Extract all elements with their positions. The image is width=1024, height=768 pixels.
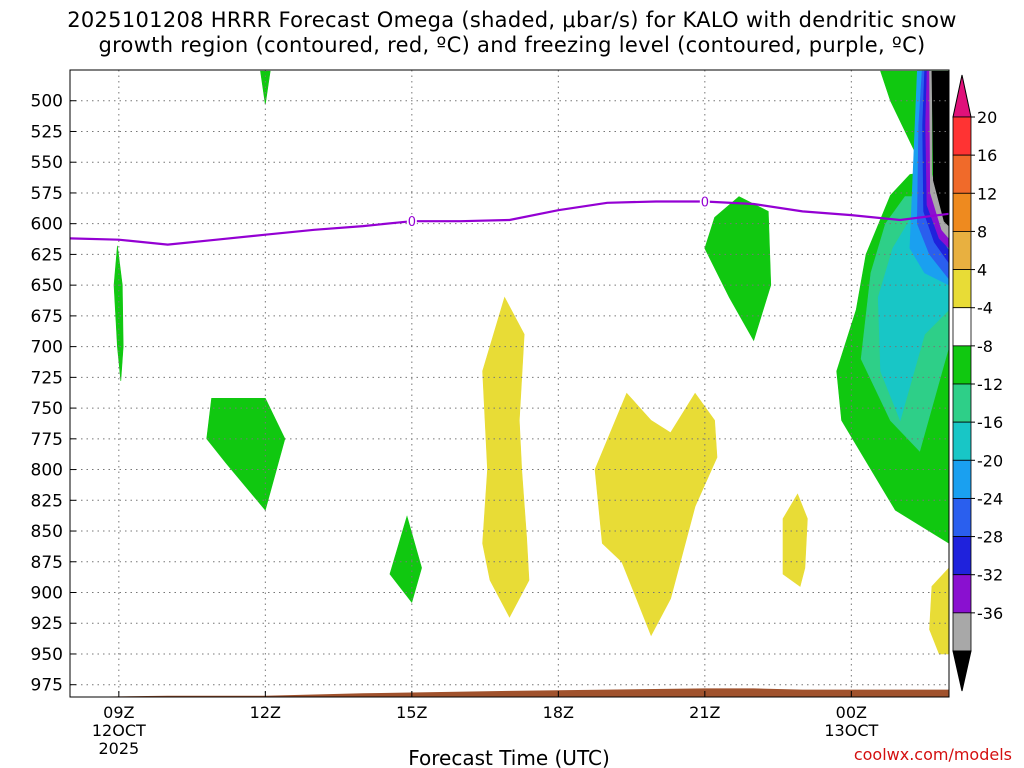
x-tick-date: 12OCT bbox=[92, 721, 146, 740]
x-tick-label: 09Z bbox=[103, 703, 134, 722]
y-tick-label: 500 bbox=[31, 92, 63, 112]
freezing-level-label: 0 bbox=[408, 215, 416, 230]
y-tick-label: 825 bbox=[31, 491, 63, 511]
y-tick-label: 525 bbox=[31, 122, 63, 142]
omega-region-14 bbox=[482, 296, 530, 618]
x-tick-label: 21Z bbox=[689, 703, 720, 722]
freezing-level-line bbox=[70, 200, 949, 246]
watermark-text: coolwx.com/models bbox=[854, 745, 1012, 764]
omega-region-12 bbox=[929, 70, 949, 239]
y-tick-label: 900 bbox=[31, 584, 63, 604]
colorbar-label: -20 bbox=[977, 451, 1003, 470]
terrain-fill bbox=[70, 688, 949, 697]
omega-region-3 bbox=[389, 515, 422, 603]
y-tick-label: 775 bbox=[31, 430, 63, 450]
colorbar-swatch bbox=[952, 574, 972, 614]
y-tick-label: 850 bbox=[31, 522, 63, 542]
y-tick-label: 950 bbox=[31, 645, 63, 665]
omega-region-2 bbox=[206, 397, 286, 511]
colorbar: 20 16 12 8 4 -4 -8 -12 -16 -20 -24 -28 -32 -36 bbox=[952, 74, 1003, 692]
colorbar-label: -8 bbox=[977, 337, 993, 356]
colorbar-swatch bbox=[952, 459, 972, 499]
freezing-level-label: 0 bbox=[701, 196, 709, 211]
colorbar-swatch bbox=[952, 383, 972, 423]
terrain-layer bbox=[70, 688, 949, 697]
colorbar-top-arrow bbox=[952, 74, 972, 118]
colorbar-label: 16 bbox=[977, 146, 997, 165]
y-tick-label: 625 bbox=[31, 245, 63, 265]
omega-region-16 bbox=[782, 493, 808, 587]
x-tick-label: 00Z bbox=[836, 703, 867, 722]
y-tick-label: 650 bbox=[31, 276, 63, 296]
colorbar-label: -32 bbox=[977, 566, 1003, 585]
colorbar-swatch bbox=[952, 536, 972, 576]
y-tick-label: 975 bbox=[31, 676, 63, 696]
y-tick-label: 750 bbox=[31, 399, 63, 419]
freezing-label-bg bbox=[406, 214, 417, 229]
x-tick-label: 12Z bbox=[250, 703, 281, 722]
plot-frame bbox=[69, 69, 950, 698]
colorbar-label: 8 bbox=[977, 222, 987, 241]
colorbar-swatch bbox=[952, 421, 972, 461]
gridlines bbox=[70, 70, 949, 697]
omega-region-17 bbox=[929, 567, 949, 655]
colorbar-label: -12 bbox=[977, 375, 1003, 394]
colorbar-swatch bbox=[952, 612, 972, 652]
y-tick-label: 550 bbox=[31, 153, 63, 173]
y-tick-label: 800 bbox=[31, 461, 63, 481]
colorbar-label: -28 bbox=[977, 528, 1003, 547]
colorbar-label: 20 bbox=[977, 108, 997, 127]
x-axis-label: Forecast Time (UTC) bbox=[408, 746, 610, 768]
omega-region-13 bbox=[931, 70, 949, 227]
colorbar-label: -4 bbox=[977, 299, 993, 318]
colorbar-swatch bbox=[952, 307, 972, 347]
x-tick-year: 2025 bbox=[98, 739, 139, 758]
omega-region-4 bbox=[704, 196, 772, 342]
colorbar-swatch bbox=[952, 116, 972, 156]
chart-title: 2025101208 HRRR Forecast Omega (shaded, … bbox=[0, 8, 1024, 58]
y-tick-label: 925 bbox=[31, 614, 63, 634]
x-tick-label: 18Z bbox=[543, 703, 574, 722]
y-tick-label: 575 bbox=[31, 184, 63, 204]
omega-shading-layer bbox=[113, 70, 949, 655]
chart-title-line1: 2025101208 HRRR Forecast Omega (shaded, … bbox=[67, 8, 957, 32]
x-tick-date: 13OCT bbox=[824, 721, 878, 740]
y-axis-tick-labels: 500 525 550 575 600 625 650 675 700 725 750 775 800 8… bbox=[31, 92, 76, 696]
colorbar-swatch bbox=[952, 231, 972, 270]
colorbar-swatch bbox=[952, 498, 972, 537]
freezing-label-bg bbox=[699, 194, 710, 209]
y-tick-label: 700 bbox=[31, 338, 63, 358]
x-tick-label: 15Z bbox=[396, 703, 427, 722]
omega-region-15 bbox=[594, 392, 718, 637]
freezing-level-layer: 00 bbox=[70, 194, 949, 246]
colorbar-label: 4 bbox=[977, 261, 987, 280]
colorbar-label: 12 bbox=[977, 184, 997, 203]
colorbar-swatch bbox=[952, 154, 972, 194]
colorbar-bottom-arrow bbox=[952, 650, 972, 692]
colorbar-swatch bbox=[952, 192, 972, 232]
colorbar-label: -16 bbox=[977, 413, 1003, 432]
colorbar-swatch bbox=[952, 345, 972, 385]
y-tick-label: 875 bbox=[31, 553, 63, 573]
y-tick-label: 600 bbox=[31, 215, 63, 235]
chart-title-line2: growth region (contoured, red, ºC) and f… bbox=[98, 33, 926, 57]
colorbar-label: -36 bbox=[977, 604, 1003, 623]
colorbar-label: -24 bbox=[977, 489, 1003, 508]
colorbar-swatch bbox=[952, 269, 972, 309]
y-tick-label: 725 bbox=[31, 368, 63, 388]
y-tick-label: 675 bbox=[31, 307, 63, 327]
